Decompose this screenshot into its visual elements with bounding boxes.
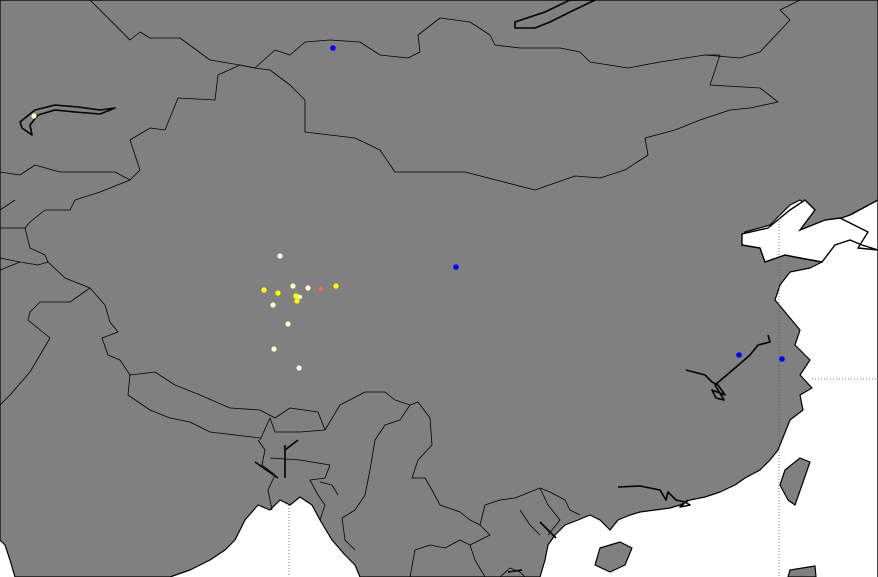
island-taiwan (779, 457, 811, 506)
marker-m15[interactable] (294, 298, 300, 304)
border-nepal (127, 374, 261, 439)
marker-m5[interactable] (31, 113, 37, 119)
border-mongolia-northeast (704, 0, 801, 59)
marker-m13[interactable] (270, 302, 276, 308)
coast-yangtze (685, 334, 771, 401)
marker-m11[interactable] (293, 293, 299, 299)
border-kashmir (89, 287, 156, 376)
island-fragment (787, 565, 817, 577)
marker-m16[interactable] (285, 321, 291, 327)
border-india-tibet (154, 371, 326, 441)
marker-layer (31, 45, 785, 371)
marker-m6[interactable] (277, 253, 283, 259)
border-kyrgyz (0, 179, 131, 229)
marker-m10[interactable] (305, 285, 311, 291)
marker-m14[interactable] (318, 286, 324, 292)
border-mongolia-north (89, 0, 779, 191)
marker-m9[interactable] (290, 283, 296, 289)
marker-m1[interactable] (330, 45, 336, 51)
border-bangladesh (257, 439, 339, 521)
marker-m12[interactable] (333, 283, 339, 289)
marker-m4[interactable] (779, 356, 785, 362)
marker-m7[interactable] (261, 287, 267, 293)
marker-m19[interactable] (297, 294, 303, 300)
lake-balkhash (19, 104, 116, 136)
marker-m8[interactable] (275, 290, 281, 296)
marker-m18[interactable] (296, 365, 302, 371)
lake-baikal (514, 0, 596, 29)
river-ganges-delta (254, 439, 299, 479)
border-afghan (0, 261, 91, 406)
marker-m3[interactable] (736, 352, 742, 358)
border-laos-vietnam (409, 509, 541, 577)
marker-m2[interactable] (453, 264, 459, 270)
coast-gulf-tonkin (507, 521, 557, 573)
bay-bohai (741, 199, 878, 577)
border-kazakhstan (0, 64, 256, 181)
coast-guangdong (617, 485, 691, 508)
border-vietnam (499, 487, 561, 577)
marker-m17[interactable] (271, 346, 277, 352)
island-hainan (594, 541, 633, 573)
border-myanmar-laos (341, 404, 411, 551)
